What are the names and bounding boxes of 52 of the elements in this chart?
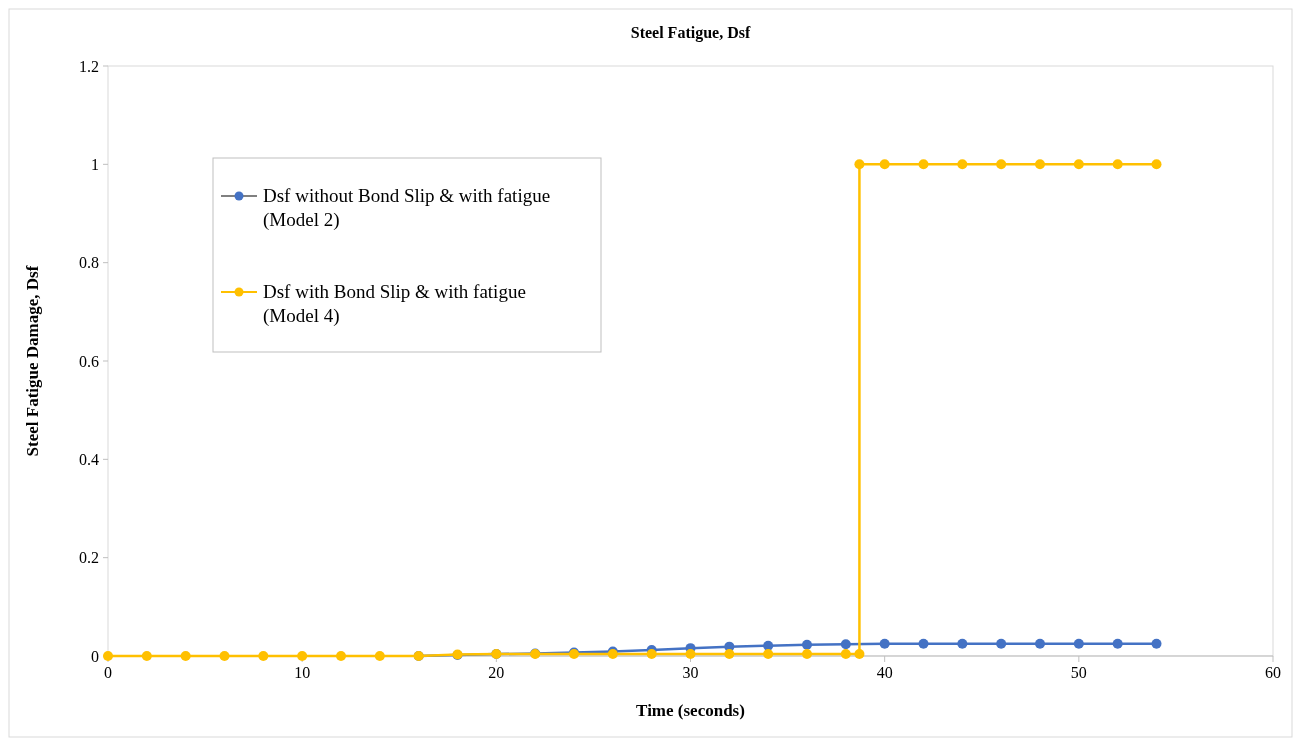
point — [1112, 638, 1123, 649]
x-tick-label: 20 — [488, 664, 505, 681]
legend-label: Dsf with Bond Slip & with fatigue (Model 4) — [263, 281, 526, 327]
point — [996, 638, 1007, 649]
point — [297, 651, 308, 661]
point — [854, 649, 865, 660]
y-axis-title: Steel Fatigue Damage, Dsf — [23, 265, 42, 457]
point — [918, 638, 929, 649]
point — [840, 639, 851, 650]
x-tick-label: 30 — [682, 664, 699, 681]
point — [219, 651, 230, 661]
y-tick-label: 1 — [91, 155, 99, 173]
x-tick-label: 0 — [104, 664, 112, 681]
point — [685, 649, 696, 660]
point — [646, 649, 657, 660]
y-tick-label: 1.2 — [79, 57, 99, 75]
point — [918, 159, 929, 170]
point — [1035, 159, 1045, 170]
point — [1035, 638, 1045, 649]
point — [258, 651, 269, 661]
chart-title: Steel Fatigue, Dsf — [630, 24, 751, 42]
y-tick-label: 0.8 — [79, 254, 99, 272]
y-tick-label: 0.6 — [79, 352, 99, 370]
x-axis-title: Time (seconds) — [636, 701, 745, 720]
x-tick-label: 40 — [876, 664, 893, 681]
point — [957, 159, 968, 170]
y-tick-label: 0.2 — [79, 549, 99, 567]
point — [763, 649, 774, 660]
point — [879, 159, 890, 170]
point — [1151, 159, 1162, 170]
point — [840, 649, 851, 660]
point — [957, 638, 968, 649]
point — [724, 649, 735, 660]
point — [336, 651, 346, 661]
y-tick-label: 0.4 — [79, 450, 99, 468]
y-tick-label: 0 — [91, 647, 99, 665]
point — [374, 651, 385, 661]
point — [854, 159, 865, 170]
point — [180, 651, 191, 661]
legend-label: Dsf without Bond Slip & with fatigue (Model 2) — [263, 185, 551, 231]
point — [1151, 638, 1162, 649]
point — [879, 638, 890, 649]
point — [802, 649, 812, 660]
point — [1073, 159, 1084, 170]
point — [996, 159, 1007, 170]
point — [802, 639, 812, 650]
x-tick-label: 60 — [1265, 664, 1281, 681]
point — [1073, 638, 1084, 649]
x-tick-label: 10 — [294, 664, 311, 681]
x-tick-label: 50 — [1070, 664, 1087, 681]
point — [1112, 159, 1123, 170]
point — [141, 651, 152, 661]
